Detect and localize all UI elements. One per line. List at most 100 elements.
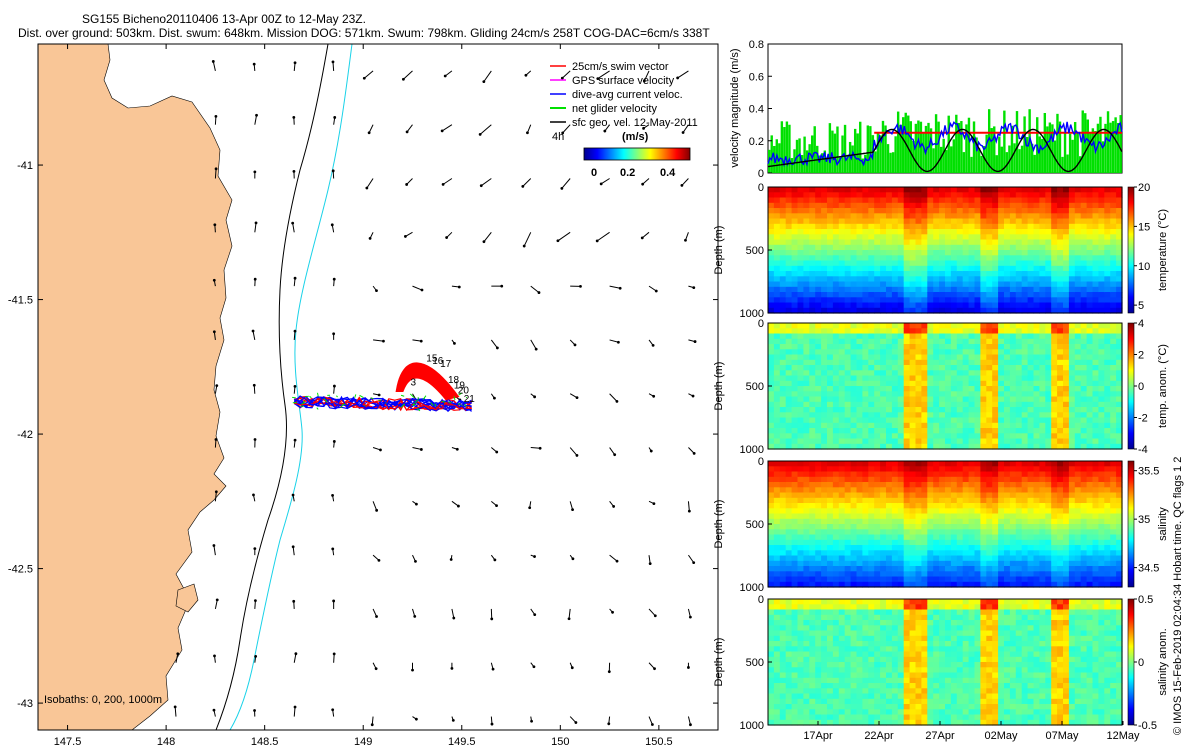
- section-cell: [980, 417, 987, 424]
- section-cell: [838, 323, 846, 329]
- section-cell: [921, 401, 928, 408]
- section-cell: [986, 412, 993, 419]
- section-cell: [909, 461, 917, 467]
- section-cell: [891, 208, 899, 214]
- section-cell: [992, 466, 999, 473]
- sfc-vector: [293, 653, 297, 663]
- sfc-vector-head: [537, 291, 541, 294]
- section-cell: [1051, 482, 1058, 488]
- section-cell: [968, 503, 976, 509]
- section-cell: [1027, 302, 1035, 309]
- section-cell: [1092, 524, 1099, 530]
- section-cell: [1104, 566, 1111, 572]
- section-cell: [1009, 349, 1017, 356]
- section-cell: [1051, 302, 1058, 309]
- section-cell: [1015, 550, 1023, 557]
- section-cell: [1051, 560, 1058, 567]
- section-cell: [897, 524, 905, 530]
- sfc-vector-head: [443, 74, 447, 78]
- section-cell: [868, 433, 875, 440]
- section-cell: [868, 380, 875, 387]
- section-cell: [779, 354, 787, 361]
- section-cell: [1027, 187, 1035, 193]
- section-cell: [827, 255, 834, 262]
- section-cell: [803, 386, 810, 392]
- net-velocity-bar: [962, 152, 966, 173]
- section-cell: [1027, 276, 1035, 283]
- section-cell: [933, 550, 940, 557]
- section-cell: [1074, 223, 1082, 230]
- section-cell: [838, 412, 846, 419]
- sfc-vector-head: [452, 616, 456, 620]
- section-cell: [1068, 555, 1076, 562]
- section-cell: [797, 422, 804, 429]
- section-cell: [768, 297, 775, 304]
- section-cell: [785, 286, 793, 293]
- section-cell: [856, 386, 863, 392]
- sfc-vector-head: [681, 131, 685, 134]
- section-cell: [897, 370, 905, 377]
- sfc-vector: [442, 178, 453, 185]
- section-cell: [1116, 333, 1123, 340]
- section-cell: [1033, 487, 1040, 494]
- section-cell: [850, 202, 858, 209]
- section-cell: [1092, 354, 1099, 361]
- section-cell: [1015, 271, 1023, 277]
- section-cell: [1074, 471, 1082, 478]
- section-cell: [886, 492, 893, 499]
- net-velocity-bar: [780, 121, 784, 173]
- net-velocity-bar: [1106, 111, 1110, 173]
- section-cell: [1110, 571, 1117, 578]
- section-cell: [838, 271, 846, 277]
- section-cell: [862, 503, 869, 509]
- section-cell: [1009, 438, 1017, 445]
- section-ytick-label: 1000: [740, 444, 764, 456]
- section-cell: [950, 208, 958, 214]
- section-cell: [903, 476, 911, 483]
- section-cell: [803, 581, 810, 588]
- section-cell: [950, 534, 958, 541]
- section-cell: [962, 386, 970, 392]
- section-cell: [903, 545, 911, 551]
- section-cell: [803, 555, 810, 562]
- section-cell: [974, 307, 981, 314]
- section-cell: [862, 492, 869, 499]
- sfc-vector: [366, 178, 374, 189]
- section-cell: [844, 487, 852, 494]
- colorbar-tick-label: 15: [1138, 221, 1150, 233]
- section-cell: [844, 307, 852, 314]
- section-cell: [962, 260, 970, 267]
- section-cell: [821, 417, 828, 424]
- section-cell: [927, 265, 934, 272]
- section-cell: [1045, 365, 1052, 371]
- section-cell: [974, 545, 981, 551]
- section-cell: [962, 524, 970, 530]
- section-cell: [827, 476, 834, 483]
- section-cell: [1092, 391, 1099, 398]
- section-cell: [797, 192, 804, 199]
- section-cell: [1057, 202, 1064, 209]
- section-cell: [992, 255, 999, 262]
- section-cell: [1104, 518, 1111, 525]
- section-cell: [909, 292, 917, 298]
- section-cell: [850, 365, 858, 371]
- section-cell: [832, 349, 840, 356]
- section-cell: [1080, 218, 1088, 225]
- section-cell: [827, 550, 834, 557]
- net-velocity-bar: [902, 117, 905, 173]
- section-cell: [1004, 513, 1011, 520]
- section-cell: [992, 307, 999, 314]
- section-cell: [809, 524, 816, 530]
- section-cell: [939, 338, 946, 345]
- section-cell: [1039, 571, 1046, 578]
- section-cell: [844, 534, 852, 541]
- section-cell: [1110, 513, 1117, 520]
- section-cell: [1015, 380, 1023, 387]
- section-cell: [1051, 508, 1058, 515]
- section-cell: [779, 218, 787, 225]
- section-cell: [1051, 297, 1058, 304]
- section-cell: [832, 323, 840, 329]
- section-cell: [868, 539, 875, 546]
- section-cell: [980, 560, 987, 567]
- section-cell: [909, 302, 917, 309]
